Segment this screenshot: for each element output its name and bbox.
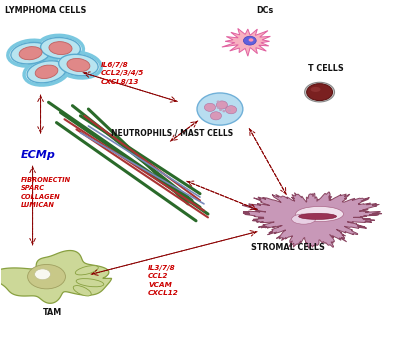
Text: IL6/7/8
CCL2/3/4/5
CXCL8/13: IL6/7/8 CCL2/3/4/5 CXCL8/13 bbox=[100, 62, 144, 85]
Ellipse shape bbox=[8, 40, 53, 66]
Text: DCs: DCs bbox=[256, 6, 273, 15]
Ellipse shape bbox=[292, 214, 316, 224]
Ellipse shape bbox=[27, 61, 66, 83]
Ellipse shape bbox=[38, 35, 83, 61]
Ellipse shape bbox=[305, 82, 334, 102]
Text: FIBRONECTIN
SPARC
COLLAGEN
LUMICAN: FIBRONECTIN SPARC COLLAGEN LUMICAN bbox=[21, 177, 71, 208]
Ellipse shape bbox=[28, 265, 66, 289]
Text: IL3/7/8
CCL2
VCAM
CXCL12: IL3/7/8 CCL2 VCAM CXCL12 bbox=[148, 265, 179, 296]
Ellipse shape bbox=[49, 41, 72, 54]
Ellipse shape bbox=[216, 100, 220, 103]
Polygon shape bbox=[0, 251, 112, 303]
Ellipse shape bbox=[311, 87, 320, 92]
Ellipse shape bbox=[249, 38, 254, 42]
Text: ECMp: ECMp bbox=[21, 150, 56, 160]
Ellipse shape bbox=[56, 52, 101, 78]
Text: NEUTROPHILS / MAST CELLS: NEUTROPHILS / MAST CELLS bbox=[111, 128, 233, 137]
Ellipse shape bbox=[296, 206, 344, 222]
Ellipse shape bbox=[41, 37, 80, 59]
Ellipse shape bbox=[34, 269, 50, 280]
Ellipse shape bbox=[216, 101, 228, 109]
Polygon shape bbox=[222, 29, 270, 56]
Text: T CELLS: T CELLS bbox=[308, 64, 343, 73]
Ellipse shape bbox=[228, 109, 231, 112]
Ellipse shape bbox=[73, 286, 91, 296]
Ellipse shape bbox=[299, 213, 336, 219]
Ellipse shape bbox=[217, 106, 220, 109]
Ellipse shape bbox=[76, 278, 104, 287]
Ellipse shape bbox=[222, 110, 226, 112]
Ellipse shape bbox=[75, 266, 98, 275]
Ellipse shape bbox=[219, 109, 222, 111]
Ellipse shape bbox=[210, 112, 222, 120]
Ellipse shape bbox=[67, 58, 90, 72]
Ellipse shape bbox=[204, 103, 216, 112]
Ellipse shape bbox=[11, 42, 50, 64]
Ellipse shape bbox=[244, 36, 256, 45]
Ellipse shape bbox=[226, 106, 237, 114]
Polygon shape bbox=[242, 192, 382, 249]
Ellipse shape bbox=[24, 58, 69, 85]
Ellipse shape bbox=[307, 84, 332, 101]
Text: TAM: TAM bbox=[43, 308, 62, 317]
Ellipse shape bbox=[35, 65, 58, 79]
Ellipse shape bbox=[59, 54, 98, 76]
Text: STROMAL CELLS: STROMAL CELLS bbox=[251, 243, 325, 252]
Text: LYMPHOMA CELLS: LYMPHOMA CELLS bbox=[5, 6, 86, 15]
Ellipse shape bbox=[197, 93, 243, 125]
Ellipse shape bbox=[19, 47, 42, 60]
